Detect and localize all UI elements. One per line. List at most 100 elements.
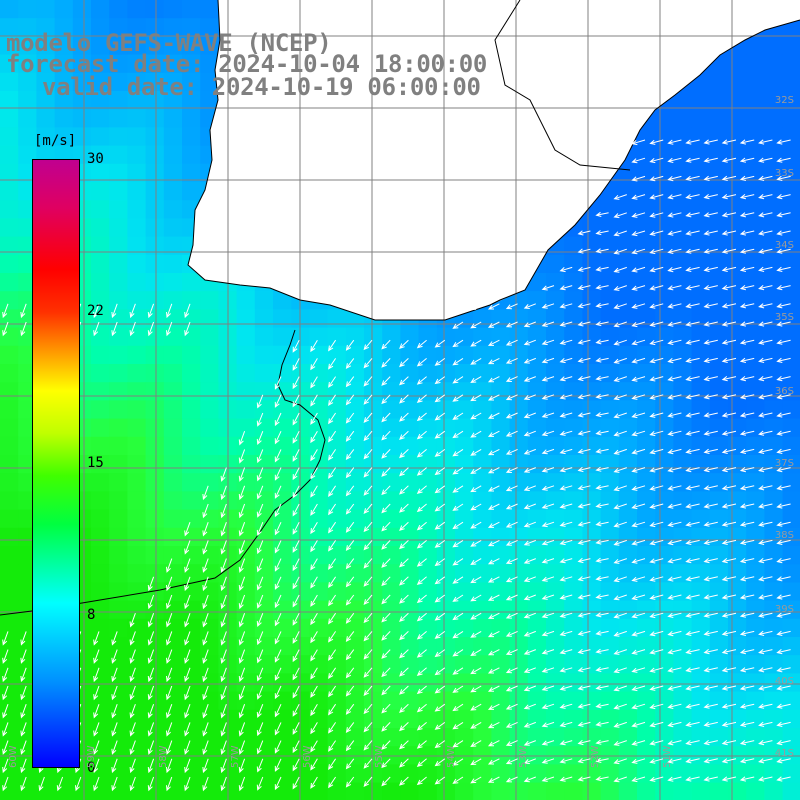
colorbar-unit: [m/s] <box>34 133 77 149</box>
wind-arrow <box>776 703 791 709</box>
wind-arrow <box>649 558 664 564</box>
wind-arrow <box>577 685 591 691</box>
wind-cell <box>345 673 365 693</box>
wind-cell <box>36 127 56 147</box>
wind-arrow <box>685 339 700 345</box>
wind-arrow <box>345 485 355 497</box>
wind-arrow <box>274 703 282 718</box>
wind-cell <box>327 400 347 420</box>
wind-cell <box>364 491 383 511</box>
wind-cell <box>291 364 310 383</box>
wind-arrow <box>256 685 264 700</box>
wind-arrow <box>147 758 155 774</box>
wind-cell <box>582 564 602 583</box>
wind-arrow <box>631 721 646 728</box>
wind-cell <box>254 764 274 784</box>
wind-arrow <box>739 321 755 327</box>
wind-arrow <box>776 448 791 454</box>
wind-arrow <box>470 630 482 638</box>
wind-arrow <box>721 758 737 764</box>
wind-arrow <box>577 466 591 473</box>
wind-cell <box>72 109 92 128</box>
wind-arrow <box>631 285 646 291</box>
wind-cell <box>564 764 583 784</box>
wind-arrow <box>166 558 173 573</box>
wind-arrow <box>381 631 391 641</box>
wind-cell <box>600 345 620 365</box>
wind-cell <box>182 163 201 183</box>
wind-arrow <box>577 394 591 400</box>
wind-arrow <box>470 303 482 311</box>
wind-cell <box>418 364 438 383</box>
wind-cell <box>254 709 274 729</box>
wind-cell <box>54 54 74 74</box>
wind-arrow <box>416 358 427 367</box>
wind-arrow <box>685 139 700 145</box>
wind-arrow <box>184 704 191 719</box>
wind-cell <box>182 0 201 19</box>
wind-cell <box>127 218 147 238</box>
wind-arrow <box>505 758 518 765</box>
wind-arrow <box>274 758 282 772</box>
wind-arrow <box>452 649 464 657</box>
wind-arrow <box>758 776 773 782</box>
wind-arrow <box>416 540 427 549</box>
wind-arrow <box>685 357 700 363</box>
wind-arrow <box>399 485 409 495</box>
wind-arrow <box>345 467 355 479</box>
wind-cell <box>145 436 165 456</box>
wind-arrow <box>667 194 682 200</box>
wind-arrow <box>577 321 591 327</box>
wind-cell <box>364 400 383 420</box>
wind-arrow <box>452 394 464 402</box>
wind-arrow <box>434 685 446 694</box>
wind-arrow <box>776 630 791 636</box>
wind-cell <box>0 345 19 365</box>
wind-arrow <box>721 521 737 527</box>
wind-arrow <box>595 521 609 527</box>
wind-arrow <box>541 630 555 637</box>
wind-cell <box>127 455 147 474</box>
wind-arrow <box>487 721 500 729</box>
wind-cell <box>109 218 128 238</box>
wind-arrow <box>487 667 500 674</box>
wind-arrow <box>202 740 209 755</box>
wind-cell <box>418 436 438 456</box>
wind-arrow <box>166 649 173 664</box>
wind-vectors <box>2 139 791 792</box>
wind-cell <box>546 782 565 800</box>
wind-arrow <box>613 630 627 637</box>
wind-arrow <box>256 503 264 518</box>
wind-arrow <box>667 758 682 764</box>
wind-arrow <box>399 703 409 713</box>
wind-cell <box>436 527 456 547</box>
wind-arrow <box>758 448 773 454</box>
wind-arrow <box>274 376 282 390</box>
wind-cell <box>418 582 438 602</box>
wind-arrow <box>631 521 646 528</box>
wind-arrow <box>256 722 264 737</box>
wind-arrow <box>416 339 427 349</box>
wind-arrow <box>577 539 591 545</box>
wind-arrow <box>559 776 573 782</box>
wind-cell <box>163 18 183 37</box>
wind-arrow <box>595 721 609 727</box>
wind-arrow <box>559 430 573 436</box>
wind-cell <box>254 600 274 620</box>
wind-arrow <box>703 139 718 145</box>
wind-arrow <box>776 394 791 400</box>
wind-cell <box>582 582 602 602</box>
latitude-label: 38S <box>774 530 794 541</box>
wind-cell <box>637 764 656 784</box>
wind-cell <box>418 637 438 656</box>
wind-cell <box>582 327 602 347</box>
wind-arrow <box>345 430 355 442</box>
wind-arrow <box>758 485 773 491</box>
wind-cell <box>600 218 620 238</box>
wind-arrow <box>470 539 482 547</box>
wind-arrow <box>345 594 355 606</box>
wind-arrow <box>274 558 282 572</box>
wind-arrow <box>238 649 246 664</box>
wind-arrow <box>523 485 536 491</box>
wind-arrow <box>328 667 337 680</box>
